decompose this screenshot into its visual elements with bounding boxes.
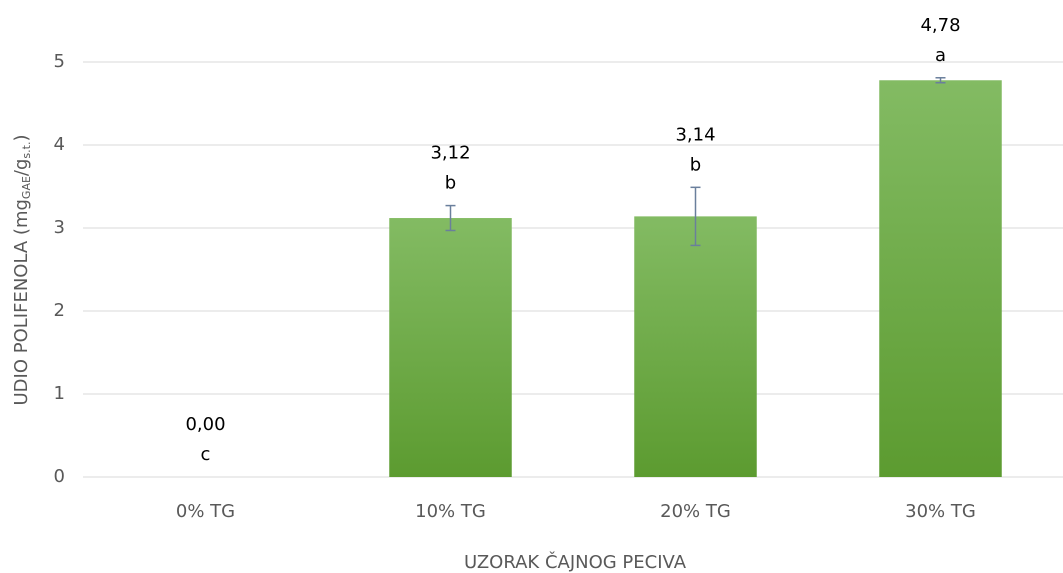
y-tick-label: 0	[54, 466, 65, 487]
y-axis-title-part: /g	[11, 159, 32, 177]
x-tick-label: 10% TG	[415, 501, 486, 522]
y-axis-title-part: UDIO POLIFENOLA (mg	[11, 199, 32, 405]
data-label: 3,12	[430, 143, 470, 164]
annotation: a	[935, 45, 946, 66]
data-label: 0,00	[185, 414, 225, 435]
annotation: b	[690, 154, 701, 175]
y-tick-label: 4	[54, 134, 65, 155]
y-axis-title: UDIO POLIFENOLA (mgGAE/gs.t.)	[11, 135, 33, 406]
data-label: 3,14	[675, 124, 715, 145]
y-tick-label: 1	[54, 383, 65, 404]
y-axis-title-part: )	[11, 135, 32, 142]
error-bar	[445, 204, 456, 232]
x-tick-label: 20% TG	[660, 501, 731, 522]
annotation: b	[445, 173, 456, 194]
x-tick-label: 0% TG	[176, 501, 235, 522]
y-tick-label: 2	[54, 300, 65, 321]
y-axis-title-sub: GAE	[20, 176, 33, 199]
y-tick-label: 5	[54, 51, 65, 72]
error-bar	[935, 77, 946, 84]
x-axis-title: UZORAK ČAJNOG PECIVA	[464, 551, 687, 573]
bar	[879, 80, 1002, 477]
annotation: c	[201, 444, 211, 465]
x-tick-label: 30% TG	[905, 501, 976, 522]
error-bar	[690, 186, 701, 247]
y-axis-title-sub: s.t.	[20, 142, 33, 159]
bar	[634, 216, 757, 477]
y-tick-label: 3	[54, 217, 65, 238]
data-label: 4,78	[920, 15, 960, 36]
bar	[389, 218, 512, 478]
